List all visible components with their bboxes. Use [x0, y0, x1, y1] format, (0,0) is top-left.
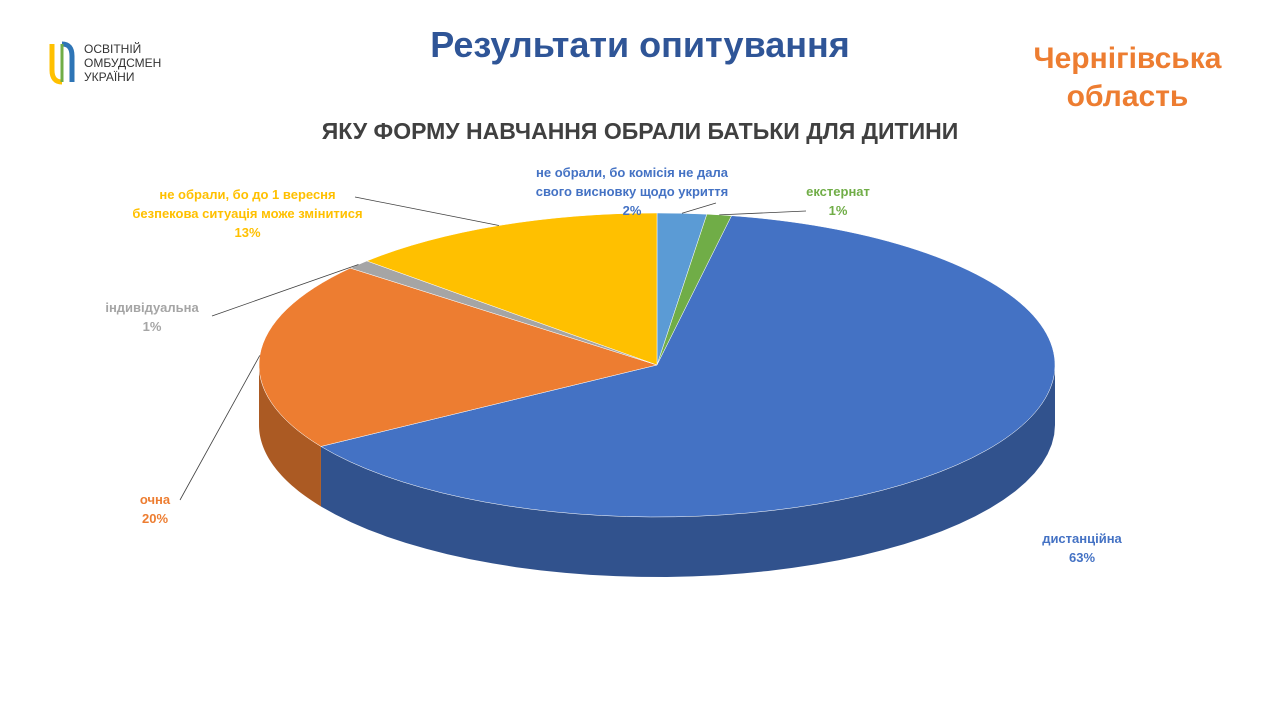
value-label: 63%: [1068, 550, 1096, 565]
data-label: індивідуальна 1%: [82, 298, 222, 336]
logo-line: ОМБУДСМЕН: [84, 56, 162, 70]
data-label: дистанційна 63%: [1022, 529, 1142, 567]
category-label: очна: [139, 492, 171, 507]
leader-line: [719, 210, 807, 216]
logo-line: ОСВІТНІЙ: [84, 42, 142, 56]
logo-text: ОСВІТНІЙ ОМБУДСМЕН УКРАЇНИ: [84, 42, 161, 84]
slice: [258, 267, 658, 447]
slice-side: [259, 365, 321, 507]
data-label: не обрали, бо комісія не дала свого висн…: [532, 163, 732, 220]
slice: [320, 215, 1056, 518]
logo-icon: [49, 41, 75, 85]
region: Чернігівська область: [1033, 42, 1222, 113]
leader-line: [211, 264, 359, 317]
data-label: екстернат 1%: [798, 182, 878, 220]
category-label: не обрали, бо до 1 вересня безпекова сит…: [132, 187, 363, 221]
leader-line: [179, 355, 261, 501]
chart-title: ЯКУ ФОРМУ НАВЧАННЯ ОБРАЛИ БАТЬКИ ДЛЯ ДИТ…: [321, 118, 959, 144]
leader-line: [681, 202, 717, 214]
value-label: 20%: [141, 511, 169, 526]
value-label: 1%: [142, 319, 162, 334]
category-label: екстернат: [806, 184, 870, 199]
category-label: не обрали, бо комісія не дала свого висн…: [535, 165, 729, 199]
category-label: індивідуальна: [105, 300, 199, 315]
leader-line: [354, 196, 500, 226]
data-label: не обрали, бо до 1 вересня безпекова сит…: [130, 185, 365, 242]
value-label: 13%: [234, 225, 261, 240]
value-label: 1%: [828, 203, 848, 218]
logo-line: УКРАЇНИ: [84, 70, 135, 84]
slice-side: [320, 365, 1055, 577]
value-label: 2%: [622, 203, 642, 218]
data-label: очна 20%: [110, 490, 200, 528]
page-title: Результати опитування: [430, 24, 850, 65]
category-label: дистанційна: [1042, 531, 1122, 546]
